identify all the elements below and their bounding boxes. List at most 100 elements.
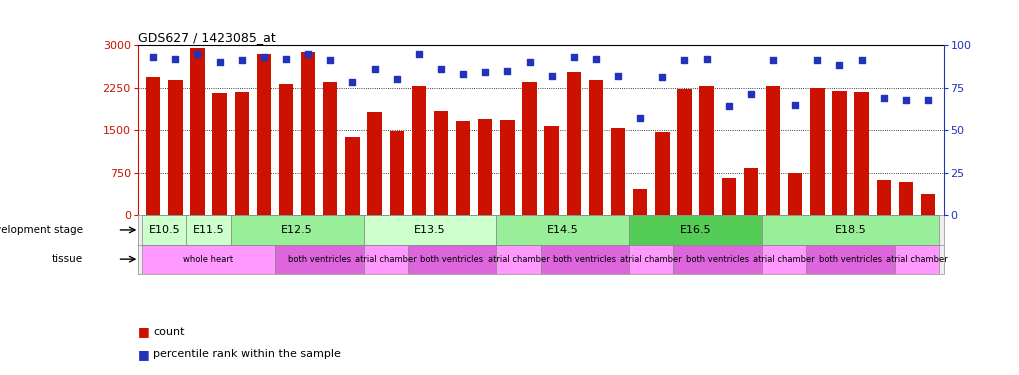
Bar xyxy=(499,120,514,215)
Bar xyxy=(301,52,315,215)
Bar xyxy=(567,72,581,215)
Text: whole heart: whole heart xyxy=(183,255,233,264)
Text: E14.5: E14.5 xyxy=(546,225,578,235)
Bar xyxy=(522,82,536,215)
Text: both ventricles: both ventricles xyxy=(552,255,615,264)
Bar xyxy=(389,131,404,215)
Point xyxy=(344,80,361,86)
Point xyxy=(853,57,869,63)
Bar xyxy=(761,215,938,244)
Point xyxy=(411,51,427,57)
Bar xyxy=(278,84,292,215)
Point xyxy=(676,57,692,63)
Bar xyxy=(142,244,275,274)
Point xyxy=(300,51,316,57)
Bar xyxy=(677,89,691,215)
Bar xyxy=(898,182,912,215)
Point xyxy=(145,54,161,60)
Text: atrial chamber: atrial chamber xyxy=(752,255,814,264)
Bar xyxy=(455,121,470,215)
Point xyxy=(388,76,405,82)
Bar xyxy=(809,88,823,215)
Point xyxy=(256,54,272,60)
Bar xyxy=(588,80,602,215)
Bar xyxy=(894,244,938,274)
Text: E11.5: E11.5 xyxy=(193,225,224,235)
Bar xyxy=(854,92,868,215)
Point xyxy=(719,104,736,110)
Bar xyxy=(433,111,447,215)
Text: count: count xyxy=(153,327,184,337)
Text: E10.5: E10.5 xyxy=(149,225,180,235)
Point xyxy=(211,59,227,65)
Bar xyxy=(761,244,805,274)
Point xyxy=(698,56,714,62)
Bar xyxy=(805,244,894,274)
Bar xyxy=(629,244,673,274)
Bar xyxy=(832,91,846,215)
Point xyxy=(454,71,471,77)
Point xyxy=(787,102,803,108)
Bar xyxy=(168,80,182,215)
Point xyxy=(587,56,603,62)
Text: E12.5: E12.5 xyxy=(281,225,313,235)
Text: atrial chamber: atrial chamber xyxy=(620,255,682,264)
Text: percentile rank within the sample: percentile rank within the sample xyxy=(153,350,340,359)
Bar xyxy=(146,77,160,215)
Text: E18.5: E18.5 xyxy=(834,225,865,235)
Text: E16.5: E16.5 xyxy=(679,225,710,235)
Bar xyxy=(610,129,625,215)
Point xyxy=(167,56,183,62)
Text: both ventricles: both ventricles xyxy=(420,255,483,264)
Bar xyxy=(540,244,629,274)
Bar xyxy=(496,215,629,244)
Bar xyxy=(765,86,780,215)
Bar xyxy=(191,48,205,215)
Text: E13.5: E13.5 xyxy=(414,225,445,235)
Bar xyxy=(788,173,802,215)
Text: both ventricles: both ventricles xyxy=(686,255,749,264)
Point xyxy=(322,57,338,63)
Point xyxy=(874,95,891,101)
Point xyxy=(366,66,382,72)
Bar xyxy=(920,194,934,215)
Bar xyxy=(496,244,540,274)
Point xyxy=(477,69,493,75)
Bar xyxy=(363,244,408,274)
Text: atrial chamber: atrial chamber xyxy=(355,255,416,264)
Bar xyxy=(186,215,230,244)
Point xyxy=(432,66,448,72)
Point xyxy=(897,96,913,102)
Bar xyxy=(544,126,558,215)
Bar xyxy=(142,215,186,244)
Bar xyxy=(230,215,363,244)
Point xyxy=(190,51,206,57)
Point xyxy=(521,59,537,65)
Bar xyxy=(629,215,761,244)
Point xyxy=(764,57,781,63)
Text: development stage: development stage xyxy=(0,225,83,235)
Point xyxy=(653,74,669,80)
Bar xyxy=(743,168,757,215)
Point xyxy=(808,57,824,63)
Text: atrial chamber: atrial chamber xyxy=(886,255,947,264)
Point xyxy=(919,96,935,102)
Text: ■: ■ xyxy=(138,348,150,361)
Bar xyxy=(234,92,249,215)
Point xyxy=(498,68,515,74)
Bar xyxy=(212,93,226,215)
Bar xyxy=(363,215,496,244)
Point xyxy=(609,73,626,79)
Point xyxy=(233,57,250,63)
Bar xyxy=(257,54,271,215)
Text: ■: ■ xyxy=(138,326,150,338)
Bar xyxy=(478,119,492,215)
Text: atrial chamber: atrial chamber xyxy=(487,255,549,264)
Point xyxy=(277,56,293,62)
Bar xyxy=(344,137,360,215)
Bar xyxy=(875,180,890,215)
Bar xyxy=(323,82,337,215)
Text: both ventricles: both ventricles xyxy=(287,255,351,264)
Bar xyxy=(673,244,761,274)
Bar xyxy=(633,189,647,215)
